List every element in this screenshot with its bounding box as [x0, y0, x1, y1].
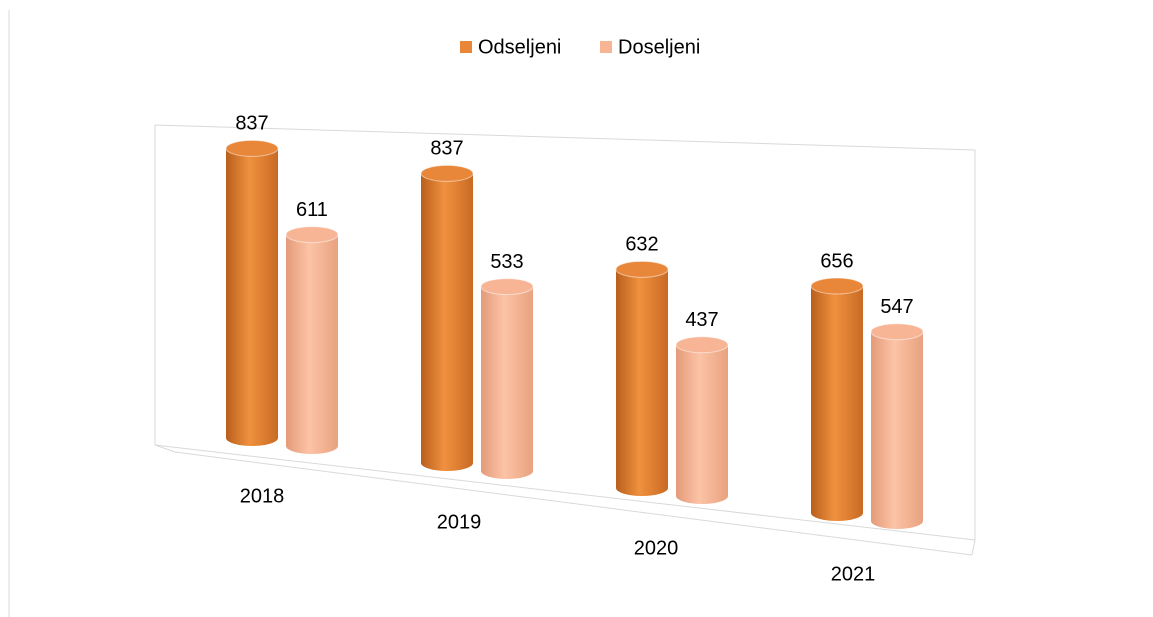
bar — [616, 269, 668, 488]
bar — [286, 234, 338, 446]
data-label: 611 — [296, 199, 328, 221]
data-label: 533 — [490, 251, 523, 273]
data-label: 837 — [430, 138, 463, 160]
legend-label: Odseljeni — [478, 36, 561, 58]
bar-top — [675, 336, 729, 354]
data-label: 656 — [820, 250, 853, 272]
plot-frame — [8, 10, 976, 617]
x-tick-label: 2020 — [634, 537, 679, 559]
bar-top — [810, 277, 864, 295]
legend-label: Doseljeni — [618, 36, 700, 58]
x-tick-label: 2021 — [831, 563, 876, 585]
x-tick-label: 2018 — [240, 485, 285, 507]
bar — [871, 331, 923, 521]
bar — [421, 173, 473, 463]
bar-top — [420, 164, 474, 182]
legend-swatch — [460, 41, 472, 53]
bar-top — [285, 226, 339, 244]
bar-top — [615, 260, 669, 278]
data-label: 632 — [625, 234, 658, 256]
legend-swatch — [600, 41, 612, 53]
data-label: 437 — [685, 309, 718, 331]
bar-top — [225, 139, 279, 157]
bar — [811, 286, 863, 513]
x-tick-label: 2019 — [437, 511, 482, 533]
bar — [676, 344, 728, 496]
bar — [481, 286, 533, 471]
data-label: 837 — [235, 113, 268, 135]
bar — [226, 148, 278, 438]
bar-top — [870, 323, 924, 341]
data-label: 547 — [880, 296, 913, 318]
bar-top — [480, 278, 534, 296]
